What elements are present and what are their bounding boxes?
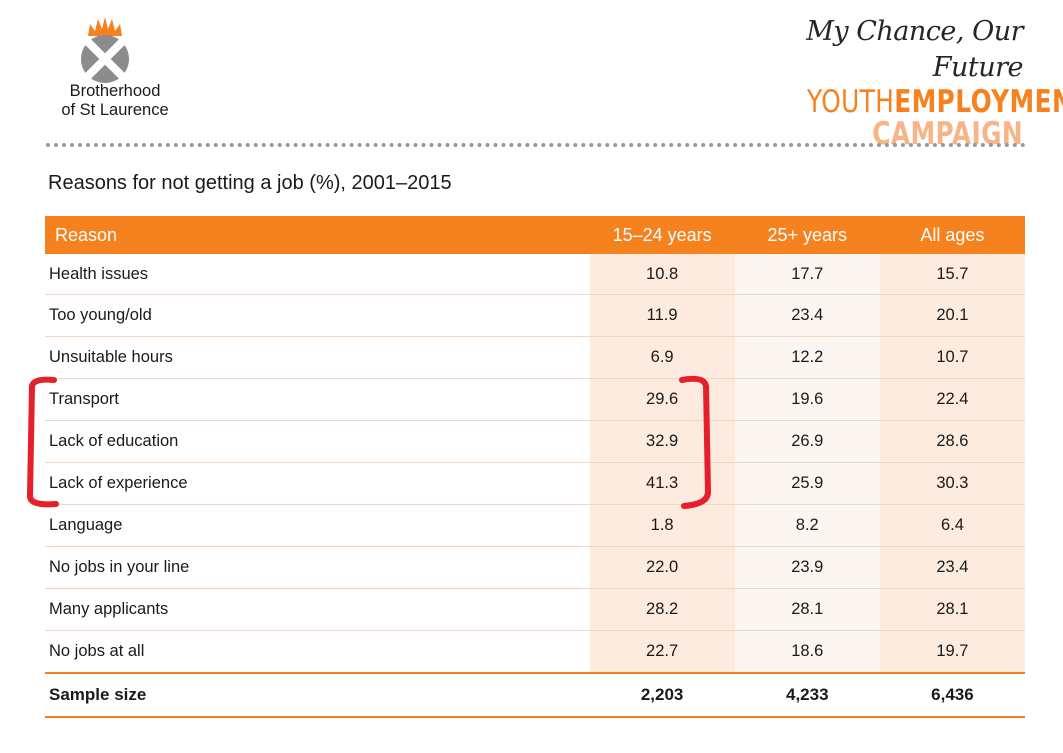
value-all-ages: 6.4: [879, 504, 1025, 547]
value-all-ages: 10.7: [879, 336, 1025, 379]
dotted-divider: [46, 143, 1026, 147]
reason-label: Transport: [45, 378, 590, 421]
reason-label: Health issues: [45, 254, 590, 295]
reason-label: No jobs at all: [45, 630, 590, 674]
table-row: Too young/old 11.9 23.4 20.1: [45, 294, 1025, 337]
campaign-tagline: My Chance, Our Future: [806, 16, 1023, 83]
organization-name: Brotherhood of St Laurence: [50, 82, 180, 120]
value-15-24: 32.9: [589, 420, 735, 463]
table-row: Transport 29.6 19.6 22.4: [45, 378, 1025, 421]
reason-label: Too young/old: [45, 294, 590, 337]
table-header-row: Reason 15–24 years 25+ years All ages: [45, 216, 1025, 254]
value-15-24: 1.8: [589, 504, 735, 547]
value-15-24: 22.7: [589, 630, 735, 674]
value-25-plus: 28.1: [734, 588, 880, 631]
value-all-ages: 22.4: [879, 378, 1025, 421]
value-15-24: 10.8: [589, 254, 735, 295]
value-15-24: 11.9: [589, 294, 735, 337]
value-15-24: 28.2: [589, 588, 735, 631]
value-25-plus: 8.2: [734, 504, 880, 547]
table-row: Many applicants 28.2 28.1 28.1: [45, 588, 1025, 631]
table-row: Lack of experience 41.3 25.9 30.3: [45, 462, 1025, 505]
right-bracket-annotation: [679, 375, 711, 509]
sample-size-15-24: 2,203: [589, 672, 735, 718]
value-25-plus: 12.2: [734, 336, 880, 379]
value-all-ages: 28.6: [879, 420, 1025, 463]
campaign-title-line1: YOUTHEMPLOYMENT: [807, 84, 1063, 120]
brotherhood-logo-icon: [81, 17, 129, 83]
page-header: Brotherhood of St Laurence My Chance, Ou…: [0, 0, 1063, 150]
value-25-plus: 23.9: [734, 546, 880, 589]
campaign-word-youth: YOUTH: [807, 84, 895, 120]
header-reason: Reason: [45, 216, 590, 254]
table-row: No jobs in your line 22.0 23.9 23.4: [45, 546, 1025, 589]
value-all-ages: 28.1: [879, 588, 1025, 631]
sample-size-row: Sample size 2,203 4,233 6,436: [45, 672, 1025, 718]
table-row: Health issues 10.8 17.7 15.7: [45, 254, 1025, 295]
value-15-24: 29.6: [589, 378, 735, 421]
table-title: Reasons for not getting a job (%), 2001–…: [48, 172, 452, 194]
left-bracket-annotation: [27, 376, 59, 508]
value-15-24: 22.0: [589, 546, 735, 589]
value-25-plus: 23.4: [734, 294, 880, 337]
campaign-word-employment: EMPLOYMENT: [894, 84, 1063, 120]
value-25-plus: 19.6: [734, 378, 880, 421]
header-all-ages: All ages: [879, 216, 1025, 254]
value-25-plus: 18.6: [734, 630, 880, 674]
reason-label: No jobs in your line: [45, 546, 590, 589]
table-row: Unsuitable hours 6.9 12.2 10.7: [45, 336, 1025, 379]
table-row: No jobs at all 22.7 18.6 19.7: [45, 630, 1025, 674]
value-all-ages: 15.7: [879, 254, 1025, 295]
sample-size-label: Sample size: [45, 672, 590, 718]
reason-label: Lack of education: [45, 420, 590, 463]
value-all-ages: 20.1: [879, 294, 1025, 337]
value-all-ages: 19.7: [879, 630, 1025, 674]
reason-label: Language: [45, 504, 590, 547]
reason-label: Many applicants: [45, 588, 590, 631]
table-row: Lack of education 32.9 26.9 28.6: [45, 420, 1025, 463]
sample-size-all-ages: 6,436: [879, 672, 1025, 718]
value-25-plus: 25.9: [734, 462, 880, 505]
value-all-ages: 30.3: [879, 462, 1025, 505]
header-25-plus-years: 25+ years: [734, 216, 880, 254]
header-15-24-years: 15–24 years: [589, 216, 735, 254]
value-25-plus: 17.7: [734, 254, 880, 295]
reasons-table: Reason 15–24 years 25+ years All ages He…: [45, 216, 1025, 718]
value-all-ages: 23.4: [879, 546, 1025, 589]
campaign-branding: My Chance, Our Future YOUTHEMPLOYMENT CA…: [753, 14, 1063, 150]
value-15-24: 6.9: [589, 336, 735, 379]
sample-size-25-plus: 4,233: [734, 672, 880, 718]
reason-label: Unsuitable hours: [45, 336, 590, 379]
table-row: Language 1.8 8.2 6.4: [45, 504, 1025, 547]
reason-label: Lack of experience: [45, 462, 590, 505]
value-25-plus: 26.9: [734, 420, 880, 463]
org-name-line1: Brotherhood: [69, 82, 161, 100]
org-name-line2: of St Laurence: [61, 101, 169, 119]
